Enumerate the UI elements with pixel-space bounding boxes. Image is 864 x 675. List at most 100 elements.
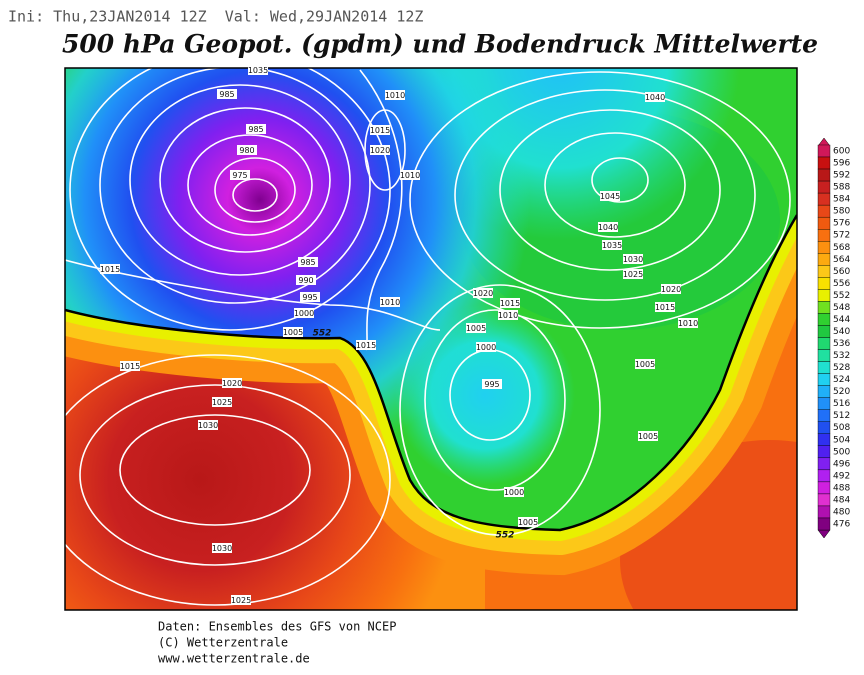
- colorbar-label: 576: [833, 219, 850, 229]
- colorbar-swatch: [817, 457, 831, 471]
- isobar-label: 1020: [370, 146, 390, 155]
- isobar: [454, 89, 756, 301]
- isobar-label: 975: [232, 171, 247, 180]
- isobar-label-bg: [661, 284, 681, 294]
- isobar-label-bg: [120, 361, 140, 371]
- isobar-label: 1010: [678, 319, 698, 328]
- colorbar-swatch: [817, 409, 831, 422]
- colorbar-swatch: [817, 505, 831, 519]
- isobar: [359, 69, 403, 351]
- isobar-label-bg: [466, 323, 486, 333]
- colorbar-arrow-bottom: [817, 529, 831, 539]
- isobar-label: 985: [248, 125, 263, 134]
- colorbar-label: 500: [833, 447, 850, 457]
- colorbar-swatch: [817, 337, 831, 350]
- colorbar-label: 532: [833, 351, 850, 361]
- isobar-label: 1010: [385, 91, 405, 100]
- run-info: Ini: Thu,23JAN2014 12Z Val: Wed,29JAN201…: [8, 8, 423, 26]
- colorbar-label: 508: [833, 423, 850, 433]
- isobar-label-bg: [498, 310, 518, 320]
- isobar-label-bg: [231, 595, 251, 605]
- colorbar-label: 564: [833, 255, 850, 265]
- isobar-label-bg: [248, 65, 268, 75]
- colorbar-swatch: [817, 517, 831, 531]
- map-title: 500 hPa Geopot. (gpdm) und Bodendruck Mi…: [62, 30, 818, 59]
- isobar-label-bg: [237, 145, 257, 155]
- isobar: [65, 354, 391, 606]
- isobar-label: 1000: [294, 309, 314, 318]
- colorbar-label: 584: [833, 195, 850, 205]
- isobar-label: 1025: [231, 596, 251, 605]
- colorbar-swatch: [817, 361, 831, 374]
- isobar-label: 985: [219, 90, 234, 99]
- isobar-label-bg: [283, 327, 303, 337]
- isobar-label-bg: [602, 240, 622, 250]
- colorbar-label: 516: [833, 399, 850, 409]
- colorbar-label: 572: [833, 231, 850, 241]
- colorbar-swatch: [817, 277, 831, 290]
- isobar-label: 990: [298, 276, 313, 285]
- isobar-label-bg: [100, 264, 120, 274]
- colorbar-label: 544: [833, 315, 850, 325]
- isobar-label: 1040: [598, 223, 618, 232]
- contour-label: 552: [313, 329, 332, 339]
- isobar: [119, 414, 311, 526]
- isobar-label-bg: [623, 269, 643, 279]
- colorbar-swatch: [817, 216, 831, 230]
- isobar-label: 1015: [500, 299, 520, 308]
- isobar-label-bg: [230, 170, 250, 180]
- isobar: [232, 178, 278, 212]
- isobar-label: 1020: [473, 289, 493, 298]
- isobar-label-bg: [638, 431, 658, 441]
- isobar-label: 1040: [645, 93, 665, 102]
- colorbar-swatch: [817, 301, 831, 314]
- colorbar-swatch: [817, 204, 831, 218]
- colorbar-swatch: [817, 313, 831, 326]
- colorbar-label: 560: [833, 267, 850, 277]
- isobar-label-bg: [473, 288, 493, 298]
- colorbar-swatch: [817, 253, 831, 266]
- isobar-labels: 1010101510201010985985980975985990995100…: [100, 65, 698, 605]
- isobar-label-bg: [198, 420, 218, 430]
- colorbar-label: 552: [833, 291, 850, 301]
- isobar-label-bg: [635, 359, 655, 369]
- colorbar-label: 548: [833, 303, 850, 313]
- isobar-label-bg: [246, 124, 266, 134]
- isobar: [409, 71, 791, 329]
- isobar-label: 985: [300, 258, 315, 267]
- map-area: [65, 68, 797, 610]
- isobar: [424, 309, 566, 491]
- colorbar-label: 504: [833, 435, 850, 445]
- colorbar-label: 596: [833, 159, 850, 169]
- isobar-label-bg: [212, 397, 232, 407]
- isobar-label-bg: [504, 487, 524, 497]
- isobar-label-bg: [294, 308, 314, 318]
- isobar-label-bg: [380, 297, 400, 307]
- isobar-label: 1045: [600, 192, 620, 201]
- isobar-label: 1030: [212, 544, 232, 553]
- isobar-label-bg: [296, 275, 316, 285]
- isobar-label: 1020: [661, 285, 681, 294]
- isobar-label-bg: [518, 517, 538, 527]
- isobar-label-bg: [482, 379, 502, 389]
- isobar-label-bg: [600, 191, 620, 201]
- isobars: [65, 68, 791, 606]
- isobar-label: 1010: [380, 298, 400, 307]
- isobar: [69, 68, 391, 331]
- colorbar-swatch: [817, 156, 831, 170]
- colorbar-label: 568: [833, 243, 850, 253]
- isobar: [159, 107, 331, 253]
- contour-label: 552: [496, 531, 515, 541]
- colorbar-swatch: [817, 385, 831, 398]
- colorbar-label: 476: [833, 520, 850, 530]
- isobar-label: 1005: [466, 324, 486, 333]
- isobar-label: 995: [484, 380, 499, 389]
- colorbar-swatch: [817, 241, 831, 254]
- isobar-label: 1010: [498, 311, 518, 320]
- colorbar-swatch: [817, 325, 831, 338]
- isobar-label: 1025: [212, 398, 232, 407]
- colorbar-swatch: [817, 289, 831, 302]
- colorbar-label: 512: [833, 411, 850, 421]
- isobar-label: 1020: [222, 379, 242, 388]
